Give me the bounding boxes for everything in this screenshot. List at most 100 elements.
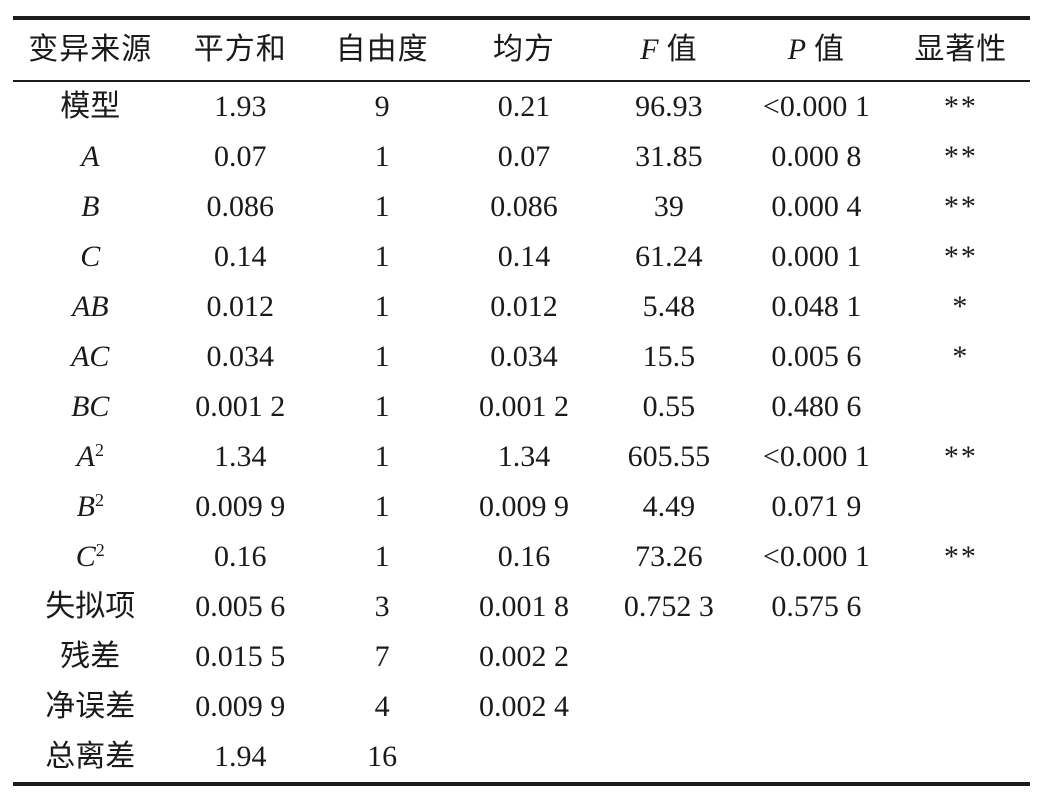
cell-p-value: 0.480 6: [771, 390, 862, 423]
cell-degrees-of-freedom: 4: [374, 690, 390, 723]
source-label: AB: [71, 290, 109, 323]
cell-degrees-of-freedom: 1: [374, 290, 390, 323]
column-header-mean-square: 均方: [451, 18, 597, 82]
cell-significance: **: [943, 540, 978, 573]
cell-sum-of-squares: 0.009 9: [195, 690, 286, 723]
cell-p-value: [741, 632, 892, 682]
cell-source: A: [13, 132, 168, 182]
cell-mean-square: 0.002 2: [479, 640, 569, 673]
cell-source: AC: [13, 332, 168, 382]
cell-mean-square: [451, 732, 596, 784]
cell-f-value: 5.48: [642, 290, 696, 323]
table-row: BC 0.001 2 1 0.001 2 0.55 0.480 6: [13, 382, 1030, 432]
cell-degrees-of-freedom: 1: [374, 440, 390, 473]
table-row: AB 0.012 1 0.012 5.48 0.048 1 *: [13, 282, 1030, 332]
cell-sum-of-squares: 1.93: [214, 90, 267, 123]
table-row: 模型 1.93 9 0.21 96.93 <0.000 1 **: [13, 81, 1030, 132]
source-label: 残差: [60, 640, 121, 673]
cell-f-value: 96.93: [635, 90, 703, 123]
cell-degrees-of-freedom: 1: [374, 390, 390, 423]
cell-mean-square: 0.07: [497, 140, 551, 173]
cell-source: 模型: [13, 81, 168, 132]
column-header-label: 值: [666, 33, 698, 66]
table-row: C 0.14 1 0.14 61.24 0.000 1 **: [13, 232, 1030, 282]
cell-significance: **: [943, 140, 978, 173]
source-label: 净误差: [45, 690, 136, 723]
cell-source: BC: [13, 382, 168, 432]
cell-sum-of-squares: 0.015 5: [195, 640, 286, 673]
cell-p-value: 0.048 1: [771, 290, 862, 323]
cell-sum-of-squares: 0.034: [206, 340, 275, 373]
cell-sum-of-squares: 0.009 9: [195, 490, 286, 523]
source-superscript: 2: [94, 440, 104, 461]
cell-mean-square: 1.34: [497, 440, 551, 473]
source-superscript: 2: [95, 540, 105, 561]
cell-f-value: 605.55: [627, 440, 711, 473]
cell-significance: [892, 732, 1030, 784]
source-label: 失拟项: [45, 590, 136, 623]
cell-f-value: 15.5: [642, 340, 696, 373]
cell-degrees-of-freedom: 9: [374, 90, 390, 123]
table-row: A 0.07 1 0.07 31.85 0.000 8 **: [13, 132, 1030, 182]
table-row: B 0.086 1 0.086 39 0.000 4 **: [13, 182, 1030, 232]
cell-degrees-of-freedom: 1: [374, 190, 390, 223]
cell-source: B: [13, 182, 168, 232]
cell-significance: **: [943, 90, 978, 123]
cell-significance: **: [943, 190, 978, 223]
anova-table: 变异来源 平方和 自由度 均方 F 值 P 值显著性 模型 1.93 9 0.21 96.93 <0.0…: [13, 16, 1030, 786]
cell-sum-of-squares: 0.012: [206, 290, 275, 323]
cell-source: C2: [13, 532, 168, 582]
table-row: 残差 0.015 5 7 0.002 2: [13, 632, 1030, 682]
cell-f-value: 4.49: [642, 490, 696, 523]
cell-significance: *: [952, 340, 970, 373]
cell-degrees-of-freedom: 1: [374, 340, 390, 373]
cell-significance: **: [943, 440, 978, 473]
source-label: C: [75, 540, 96, 573]
cell-f-value: 73.26: [635, 540, 703, 573]
column-header-significance: 显著性: [891, 18, 1030, 82]
table-row: 净误差 0.009 9 4 0.002 4: [13, 682, 1030, 732]
cell-p-value: 0.005 6: [771, 340, 862, 373]
cell-f-value: 0.752 3: [623, 590, 714, 623]
cell-significance: **: [943, 240, 978, 273]
table-header-row: 变异来源 平方和 自由度 均方 F 值 P 值显著性: [13, 18, 1030, 82]
cell-f-value: [597, 732, 741, 784]
cell-sum-of-squares: 0.005 6: [195, 590, 286, 623]
cell-sum-of-squares: 0.14: [214, 240, 267, 273]
cell-degrees-of-freedom: 1: [374, 490, 390, 523]
cell-p-value: [741, 732, 892, 784]
cell-source: 总离差: [13, 732, 168, 784]
cell-degrees-of-freedom: 1: [374, 240, 390, 273]
cell-significance: *: [952, 290, 970, 323]
source-label: A: [76, 440, 95, 473]
cell-mean-square: 0.14: [497, 240, 551, 273]
cell-sum-of-squares: 0.086: [206, 190, 275, 223]
cell-p-value: [741, 682, 892, 732]
cell-significance: [892, 632, 1030, 682]
cell-f-value: 0.55: [642, 390, 696, 423]
cell-sum-of-squares: 1.94: [214, 740, 267, 773]
cell-source: 净误差: [13, 682, 168, 732]
source-label: BC: [71, 390, 110, 423]
cell-p-value: 0.000 4: [771, 190, 862, 223]
cell-p-value: <0.000 1: [762, 90, 870, 123]
cell-f-value: 39: [653, 190, 684, 223]
table-header: 变异来源 平方和 自由度 均方 F 值 P 值显著性: [13, 18, 1030, 82]
cell-mean-square: 0.001 2: [479, 390, 569, 423]
cell-significance: [892, 482, 1030, 532]
cell-f-value: [597, 632, 741, 682]
cell-f-value: 61.24: [635, 240, 703, 273]
cell-significance: [892, 382, 1030, 432]
cell-source: 失拟项: [13, 582, 168, 632]
column-header-degrees-of-freedom: 自由度: [313, 18, 452, 82]
italic-symbol: P: [787, 33, 808, 66]
cell-p-value: <0.000 1: [762, 540, 870, 573]
cell-p-value: 0.000 1: [771, 240, 862, 273]
table-row: 失拟项 0.005 6 3 0.001 8 0.752 3 0.575 6: [13, 582, 1030, 632]
cell-f-value: [597, 682, 741, 732]
italic-symbol: F: [640, 33, 660, 66]
table-row: AC 0.034 1 0.034 15.5 0.005 6 *: [13, 332, 1030, 382]
